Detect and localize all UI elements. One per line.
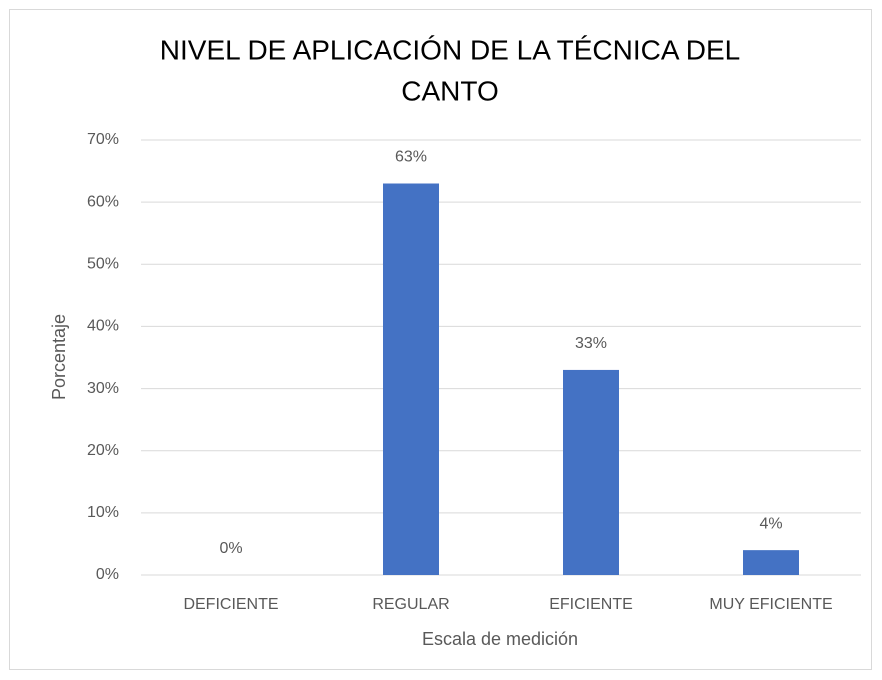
- x-tick-label: MUY EFICIENTE: [709, 596, 832, 613]
- x-tick-label: EFICIENTE: [549, 596, 633, 613]
- x-tick-label: DEFICIENTE: [183, 596, 278, 613]
- data-label: 0%: [219, 540, 242, 557]
- chart-title: CANTO: [401, 75, 499, 106]
- bar: [743, 550, 799, 575]
- bar: [563, 369, 619, 575]
- y-tick-label: 0%: [96, 566, 119, 583]
- y-axis-label: Porcentaje: [49, 314, 69, 400]
- data-label: 4%: [759, 515, 782, 532]
- y-tick-label: 60%: [87, 193, 119, 210]
- y-tick-label: 20%: [87, 442, 119, 459]
- y-tick-label: 10%: [87, 504, 119, 521]
- chart-frame: [9, 9, 872, 670]
- data-label: 33%: [575, 335, 607, 352]
- y-tick-label: 50%: [87, 256, 119, 273]
- y-tick-label: 30%: [87, 380, 119, 397]
- y-tick-label: 70%: [87, 131, 119, 148]
- y-tick-label: 40%: [87, 318, 119, 335]
- data-label: 63%: [395, 149, 427, 166]
- bar: [383, 183, 439, 575]
- x-tick-label: REGULAR: [372, 596, 449, 613]
- x-axis-label: Escala de medición: [422, 629, 578, 649]
- chart-title: NIVEL DE APLICACIÓN DE LA TÉCNICA DEL: [160, 34, 740, 65]
